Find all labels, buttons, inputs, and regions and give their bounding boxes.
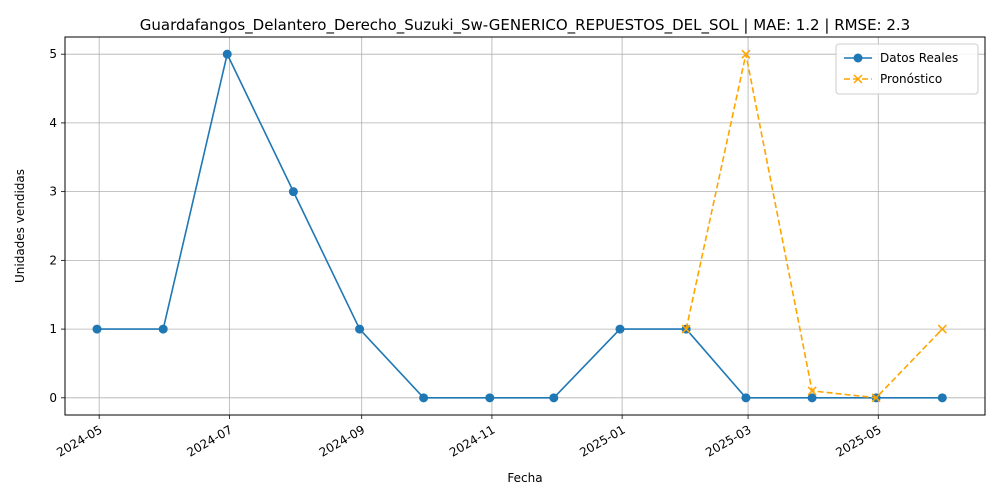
data-point xyxy=(681,324,691,334)
data-point xyxy=(937,393,947,403)
y-tick-label: 4 xyxy=(49,116,57,130)
legend-label: Pronóstico xyxy=(880,72,942,86)
y-tick-label: 2 xyxy=(49,253,57,267)
legend-box xyxy=(835,43,979,95)
data-point xyxy=(92,324,102,334)
data-point xyxy=(158,324,168,334)
data-point xyxy=(288,187,298,197)
legend-swatch-marker xyxy=(853,74,863,84)
data-point xyxy=(615,324,625,334)
x-marker-stroke xyxy=(681,324,691,334)
legend-label: Datos Reales xyxy=(880,51,958,65)
data-point xyxy=(419,393,429,403)
y-tick-label: 5 xyxy=(49,47,57,61)
data-point xyxy=(937,324,947,334)
data-point xyxy=(355,324,365,334)
data-point xyxy=(807,386,817,396)
plot-frame xyxy=(64,36,986,416)
x-marker-stroke xyxy=(741,49,751,59)
chart-title: Guardafangos_Delantero_Derecho_Suzuki_Sw… xyxy=(140,16,910,35)
y-tick-label: 0 xyxy=(49,391,57,405)
data-point xyxy=(807,393,817,403)
data-point xyxy=(485,393,495,403)
x-marker-stroke xyxy=(807,386,817,396)
data-point xyxy=(222,49,232,59)
x-marker-stroke xyxy=(871,393,881,403)
y-tick-label: 3 xyxy=(49,185,57,199)
series-layer xyxy=(92,49,947,403)
grid xyxy=(65,37,985,415)
x-axis-label: Fecha xyxy=(507,471,542,485)
x-marker-stroke xyxy=(937,324,947,334)
series-forecast xyxy=(681,49,947,403)
y-axis-label: Unidades vendidas xyxy=(13,169,27,283)
data-point xyxy=(871,393,881,403)
data-point xyxy=(741,393,751,403)
legend: Datos Reales Pronóstico xyxy=(835,43,979,95)
legend-swatch-marker xyxy=(853,53,863,63)
y-tick-label: 1 xyxy=(49,322,57,336)
x-marker-stroke xyxy=(853,74,863,84)
series-line xyxy=(97,51,943,399)
data-point xyxy=(741,49,751,59)
data-point xyxy=(549,393,559,403)
